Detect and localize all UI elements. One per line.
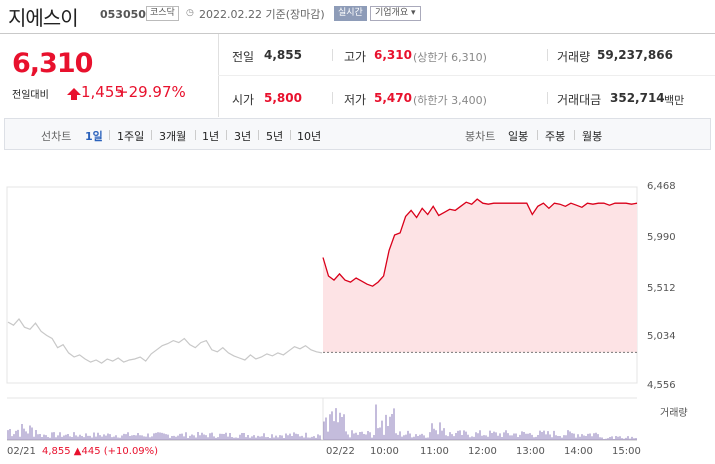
change-percent: +29.97% [116,83,186,101]
prev-label: 전일 [232,50,255,64]
x-tick: 10:00 [370,446,399,457]
price-summary: 6,310 전일대비 1,455 +29.97% 전일 4,855 고가 6,3… [0,33,715,117]
y-tick: 5,034 [647,331,676,342]
y-tick: 6,468 [647,181,676,192]
y-tick: 5,990 [647,232,676,243]
low-label: 저가 [344,93,367,107]
volume-value: 59,237,866 [597,48,673,62]
upper-limit: (상한가 6,310) [413,51,487,64]
change-amount: 1,455 [81,83,124,101]
candle-chart-label: 봉차트 [465,130,496,143]
date-text: 2022.02.22 기준(장마감) [199,8,325,21]
tab-1w[interactable]: 1주일 [117,130,145,143]
clock-icon: ◷ [186,8,194,18]
y-tick: 4,556 [647,380,676,391]
x-tick: 02/22 [326,446,355,457]
volume-label: 거래량 [557,50,591,64]
divider [547,49,548,61]
price-chart[interactable] [0,150,715,464]
divider [226,130,227,140]
divider [332,49,333,61]
x-tick: 11:00 [420,446,449,457]
divider [109,130,110,140]
x-tick: 15:00 [612,446,641,457]
stock-header: 지에스이 053050 코스닥 ◷ 2022.02.22 기준(장마감) 실시간… [0,0,715,30]
tab-3y[interactable]: 3년 [234,130,252,143]
up-arrow-icon [67,88,81,100]
change-value: 1,455 [67,83,124,101]
change-label: 전일대비 [12,90,49,101]
current-price: 6,310 [12,48,93,79]
amount-label: 거래대금 [557,93,602,107]
lower-limit: (하한가 3,400) [413,94,487,107]
divider [547,92,548,104]
volume-bars [7,404,637,440]
divider [258,130,259,140]
tab-1d[interactable]: 1일 [85,130,103,143]
amount-value: 352,714 [610,91,665,105]
divider [574,130,575,140]
prev-day-line [7,318,323,364]
tab-daily[interactable]: 일봉 [508,130,529,143]
x-tick: 13:00 [516,446,545,457]
divider [290,130,291,140]
company-overview-button[interactable]: 기업개요 ▾ [370,6,421,21]
line-chart-label: 선차트 [41,130,72,143]
volume-legend: 거래량 [660,408,688,419]
tab-weekly[interactable]: 주봉 [545,130,566,143]
x-tick: 02/21 [7,446,36,457]
high-label: 고가 [344,50,367,64]
divider [151,130,152,140]
open-value: 5,800 [264,91,302,105]
low-value: 5,470 [374,91,412,105]
chart-period-tabs: 선차트 1일 1주일 3개월 1년 3년 5년 10년 봉차트 일봉 주봉 월봉 [4,118,711,150]
stock-name: 지에스이 [8,6,79,30]
x-tick: 14:00 [564,446,593,457]
prev-day-summary: 4,855 ▲445 (+10.09%) [42,446,159,457]
divider [195,130,196,140]
tab-3m[interactable]: 3개월 [159,130,187,143]
tab-monthly[interactable]: 월봉 [582,130,603,143]
price-lines [7,198,638,364]
divider [218,75,715,76]
stock-code: 053050 [100,8,146,21]
x-tick: 12:00 [468,446,497,457]
y-tick: 5,512 [647,283,676,294]
high-value: 6,310 [374,48,412,62]
divider [332,92,333,104]
prev-value: 4,855 [264,48,302,62]
amount-unit: 백만 [664,94,685,107]
market-badge: 코스닥 [146,6,179,21]
tab-1y[interactable]: 1년 [202,130,220,143]
tab-10y[interactable]: 10년 [297,130,322,143]
today-price-line [322,198,638,287]
divider [537,130,538,140]
price-area-fill [323,199,637,353]
tab-5y[interactable]: 5년 [266,130,284,143]
realtime-button[interactable]: 실시간 [334,6,367,21]
open-label: 시가 [232,93,255,107]
